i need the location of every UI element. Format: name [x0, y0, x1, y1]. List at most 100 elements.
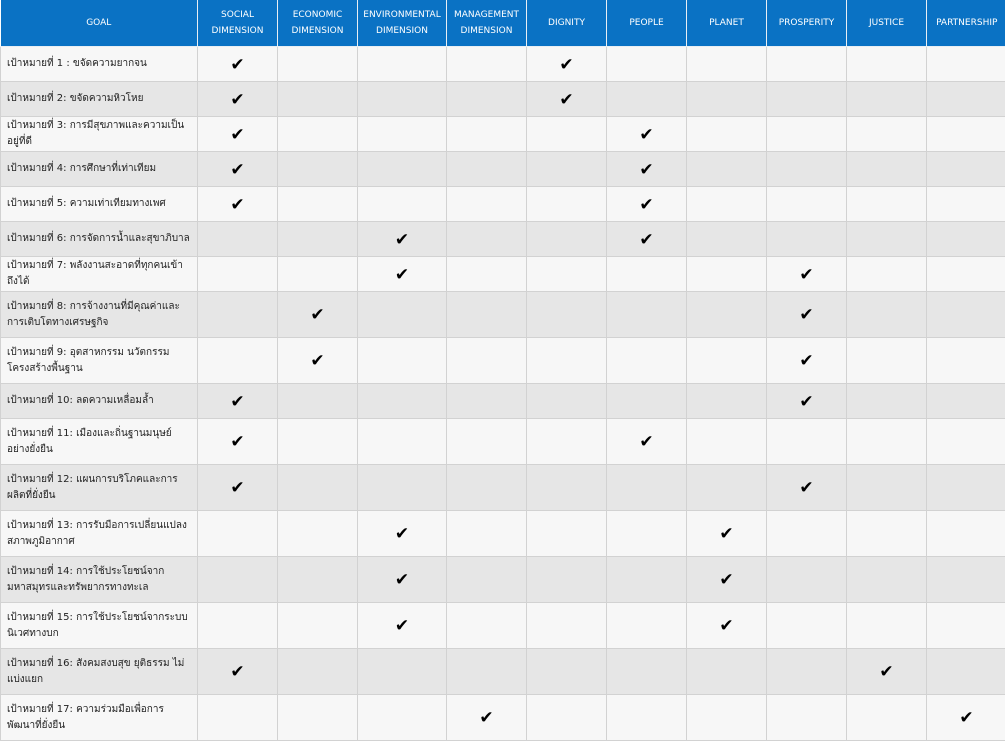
- cell-planet: ✔: [686, 510, 767, 557]
- cell-people: ✔: [606, 221, 687, 257]
- cell-people: [606, 383, 687, 419]
- cell-partnership: [926, 556, 1005, 603]
- cell-social: [197, 337, 278, 384]
- cell-social: ✔: [197, 46, 278, 82]
- cell-economic: [277, 256, 358, 292]
- cell-planet: [686, 81, 767, 117]
- cell-social: ✔: [197, 383, 278, 419]
- cell-economic: [277, 648, 358, 695]
- check-icon: ✔: [799, 351, 814, 371]
- cell-justice: [846, 291, 927, 338]
- check-icon: ✔: [719, 616, 734, 636]
- cell-dignity: [526, 694, 607, 741]
- cell-justice: [846, 151, 927, 187]
- cell-management: [446, 383, 527, 419]
- cell-social: [197, 256, 278, 292]
- goal-cell: เป้าหมายที่ 12: แผนการบริโภคและการผลิตที…: [0, 464, 198, 511]
- table-row: เป้าหมายที่ 13: การรับมือการเปลี่ยนแปลงส…: [0, 510, 1005, 557]
- cell-dignity: [526, 291, 607, 338]
- cell-management: [446, 648, 527, 695]
- check-icon: ✔: [230, 159, 245, 180]
- table-row: เป้าหมายที่ 8: การจ้างงานที่มีคุณค่าและก…: [0, 291, 1005, 338]
- cell-dignity: [526, 186, 607, 222]
- cell-dignity: [526, 256, 607, 292]
- cell-economic: [277, 556, 358, 603]
- cell-environmental: [357, 151, 447, 187]
- cell-economic: [277, 221, 358, 257]
- check-icon: ✔: [479, 708, 494, 728]
- table-row: เป้าหมายที่ 11: เมืองและถิ่นฐานมนุษย์อย่…: [0, 418, 1005, 465]
- cell-planet: [686, 151, 767, 187]
- cell-prosperity: [766, 418, 847, 465]
- cell-planet: [686, 694, 767, 741]
- cell-environmental: [357, 81, 447, 117]
- check-icon: ✔: [394, 524, 410, 544]
- cell-justice: [846, 186, 927, 222]
- cell-dignity: [526, 221, 607, 257]
- check-icon: ✔: [639, 194, 654, 215]
- cell-people: [606, 694, 687, 741]
- cell-people: [606, 81, 687, 117]
- cell-environmental: ✔: [357, 221, 447, 257]
- table-row: เป้าหมายที่ 5: ความเท่าเทียมทางเพศ ✔ ✔: [0, 186, 1005, 222]
- check-icon: ✔: [559, 89, 574, 110]
- cell-prosperity: [766, 151, 847, 187]
- cell-prosperity: ✔: [766, 383, 847, 419]
- check-icon: ✔: [879, 662, 894, 682]
- cell-partnership: [926, 46, 1005, 82]
- cell-environmental: [357, 694, 447, 741]
- cell-prosperity: [766, 510, 847, 557]
- cell-environmental: ✔: [357, 510, 447, 557]
- header-justice: JUSTICE: [846, 0, 927, 47]
- check-icon: ✔: [394, 570, 410, 590]
- goal-cell: เป้าหมายที่ 1 : ขจัดความยากจน: [0, 46, 198, 82]
- cell-people: ✔: [606, 418, 687, 465]
- check-icon: ✔: [799, 478, 814, 498]
- cell-people: ✔: [606, 186, 687, 222]
- cell-management: [446, 556, 527, 603]
- cell-economic: [277, 116, 358, 152]
- cell-social: ✔: [197, 186, 278, 222]
- cell-management: [446, 81, 527, 117]
- cell-prosperity: [766, 186, 847, 222]
- check-icon: ✔: [639, 229, 654, 250]
- table-row: เป้าหมายที่ 7: พลังงานสะอาดที่ทุกคนเข้าถ…: [0, 256, 1005, 292]
- cell-people: [606, 510, 687, 557]
- header-management-dimension: MANAGEMENT DIMENSION: [446, 0, 527, 47]
- cell-prosperity: [766, 116, 847, 152]
- cell-planet: [686, 337, 767, 384]
- cell-planet: ✔: [686, 602, 767, 649]
- goal-cell: เป้าหมายที่ 5: ความเท่าเทียมทางเพศ: [0, 186, 198, 222]
- cell-prosperity: ✔: [766, 464, 847, 511]
- cell-partnership: ✔: [926, 694, 1005, 741]
- cell-partnership: [926, 221, 1005, 257]
- cell-economic: [277, 151, 358, 187]
- table-row: เป้าหมายที่ 2: ขจัดความหิวโหย ✔ ✔: [0, 81, 1005, 117]
- cell-management: [446, 510, 527, 557]
- check-icon: ✔: [230, 89, 245, 110]
- goal-cell: เป้าหมายที่ 6: การจัดการน้ำและสุขาภิบาล: [0, 221, 198, 257]
- cell-prosperity: ✔: [766, 337, 847, 384]
- cell-partnership: [926, 337, 1005, 384]
- goal-cell: เป้าหมายที่ 7: พลังงานสะอาดที่ทุกคนเข้าถ…: [0, 256, 198, 292]
- check-icon: ✔: [230, 662, 245, 682]
- cell-social: [197, 556, 278, 603]
- check-icon: ✔: [394, 264, 410, 285]
- cell-people: [606, 46, 687, 82]
- cell-economic: ✔: [277, 337, 358, 384]
- cell-people: ✔: [606, 116, 687, 152]
- cell-justice: [846, 694, 927, 741]
- goal-cell: เป้าหมายที่ 2: ขจัดความหิวโหย: [0, 81, 198, 117]
- header-economic-dimension: ECONOMIC DIMENSION: [277, 0, 358, 47]
- cell-management: [446, 256, 527, 292]
- cell-dignity: [526, 418, 607, 465]
- cell-management: [446, 221, 527, 257]
- cell-justice: [846, 602, 927, 649]
- header-social-dimension: SOCIAL DIMENSION: [197, 0, 278, 47]
- goal-cell: เป้าหมายที่ 17: ความร่วมมือเพื่อการพัฒนา…: [0, 694, 198, 741]
- cell-justice: [846, 383, 927, 419]
- cell-planet: [686, 418, 767, 465]
- cell-economic: [277, 81, 358, 117]
- cell-management: [446, 46, 527, 82]
- cell-economic: [277, 464, 358, 511]
